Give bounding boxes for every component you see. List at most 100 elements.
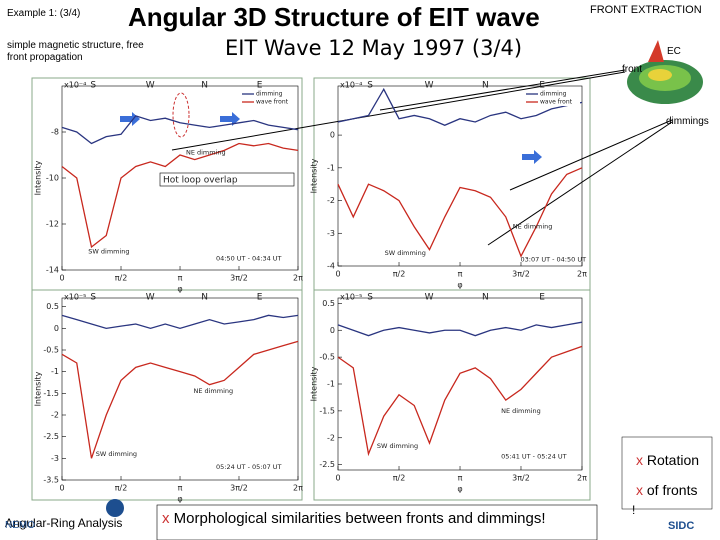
- y-tick-label: -1: [327, 163, 335, 172]
- annotation: NE dimming: [501, 407, 541, 415]
- footer-box: [156, 504, 598, 540]
- y-tick-label: -1: [51, 367, 59, 376]
- side-bullet-text: Rotation: [646, 452, 700, 468]
- plot-frame: [31, 289, 303, 501]
- series-line: [61, 340, 299, 459]
- legend-box: [524, 98, 580, 106]
- scale-label: x10⁻⁴: [340, 81, 362, 90]
- direction-label: S: [90, 81, 96, 91]
- series-line: [337, 321, 583, 337]
- y-tick-label: -2.5: [43, 432, 59, 441]
- x-tick-label: 3π/2: [230, 484, 248, 493]
- direction-label: S: [90, 293, 96, 303]
- direction-label: W: [425, 293, 434, 303]
- x-tick-label: 3π/2: [230, 274, 248, 283]
- x-tick-label: π/2: [115, 274, 128, 283]
- legend-box: [524, 90, 580, 98]
- y-tick-label: -3: [51, 454, 59, 463]
- y-tick-label: -1.5: [43, 389, 59, 398]
- scale-label: x10⁻⁴: [64, 81, 86, 90]
- y-tick-label: -8: [51, 128, 59, 137]
- scale-label: x10⁻⁵: [340, 293, 362, 302]
- legend-box: [240, 98, 296, 106]
- y-tick-label: 0: [330, 326, 335, 335]
- direction-label: W: [425, 81, 434, 91]
- series-line: [61, 115, 299, 145]
- plot-frame: [313, 289, 591, 501]
- direction-label: W: [146, 293, 155, 303]
- x-tick-label: 2π: [293, 484, 303, 493]
- subtitle: simple magnetic structure, free front pr…: [7, 40, 144, 63]
- series-line: [337, 345, 583, 457]
- y-tick-label: -2: [327, 196, 335, 205]
- x-tick-label: π/2: [393, 474, 406, 483]
- y-axis-label: Intensity: [34, 371, 43, 406]
- direction-label: E: [257, 293, 263, 303]
- legend-label: wave front: [540, 99, 573, 106]
- x-axis-label: φ: [457, 485, 462, 494]
- scale-label: x10⁻⁵: [64, 293, 86, 302]
- x-tick-label: 0: [59, 274, 64, 283]
- inset-label: EC: [667, 46, 681, 57]
- direction-label: W: [146, 81, 155, 91]
- y-axis-label: Intensity: [310, 158, 319, 193]
- pointer-arrows: [171, 69, 673, 246]
- x-tick-label: 3π/2: [512, 474, 530, 483]
- inset-title: FRONT EXTRACTION: [590, 4, 702, 16]
- legend-box: [240, 90, 296, 98]
- legend-label: dimming: [540, 91, 567, 98]
- side-bullet-text: of fronts: [646, 482, 698, 498]
- annotation: 05:41 UT - 05:24 UT: [501, 453, 567, 461]
- x-tick-label: 0: [59, 484, 64, 493]
- annotation: 04:50 UT - 04:34 UT: [216, 255, 282, 263]
- annotation: SW dimming: [377, 442, 418, 450]
- y-tick-label: -3.5: [43, 476, 59, 485]
- y-tick-label: -1.5: [319, 406, 335, 415]
- y-tick-label: -2.5: [319, 460, 335, 469]
- direction-label: N: [201, 293, 208, 303]
- direction-label: N: [482, 81, 489, 91]
- x-tick-label: 2π: [293, 274, 303, 283]
- annotation: SW dimming: [88, 248, 129, 256]
- annotation: 03:07 UT - 04:50 UT: [521, 255, 587, 263]
- inset-label: dimmings: [666, 116, 709, 127]
- side-bullet: x of fronts: [636, 482, 698, 498]
- x-tick-label: 0: [335, 270, 340, 279]
- title: Angular 3D Structure of EIT wave: [128, 2, 540, 32]
- x-tick-label: π: [178, 274, 183, 283]
- series-line: [61, 142, 299, 249]
- direction-label: S: [367, 293, 373, 303]
- y-tick-label: -1: [327, 380, 335, 389]
- axes: [337, 297, 583, 471]
- logo-text: NEMO: [5, 520, 35, 531]
- x-axis-label: φ: [177, 495, 182, 504]
- legend-label: dimming: [256, 91, 283, 98]
- legend-label: wave front: [256, 99, 289, 106]
- direction-label: S: [367, 81, 373, 91]
- direction-label: E: [539, 293, 545, 303]
- x-axis-label: φ: [177, 285, 182, 294]
- footer-right: SIDC: [668, 520, 695, 532]
- y-tick-label: 0: [330, 131, 335, 140]
- x-tick-label: 2π: [577, 270, 587, 279]
- y-tick-label: -14: [46, 266, 59, 275]
- x-tick-label: 2π: [577, 474, 587, 483]
- side-box: [621, 436, 713, 510]
- direction-label: E: [539, 81, 545, 91]
- y-axis-label: Intensity: [310, 366, 319, 401]
- x-tick-label: π: [178, 484, 183, 493]
- x-tick-label: π/2: [115, 484, 128, 493]
- side-bullet-text: !: [632, 503, 636, 517]
- x-tick-label: π/2: [393, 270, 406, 279]
- x-tick-label: 3π/2: [512, 270, 530, 279]
- annotation: 05:24 UT - 05:07 UT: [216, 463, 282, 471]
- example: Example 1: (3/4): [7, 8, 81, 19]
- annotation: NE dimming: [513, 223, 553, 231]
- inset-label: front: [622, 64, 643, 75]
- callout-box: [159, 172, 295, 187]
- x-tick-label: π: [458, 270, 463, 279]
- y-axis-label: Intensity: [34, 160, 43, 195]
- highlight-ellipse: [172, 92, 190, 138]
- direction-label: E: [257, 81, 263, 91]
- series-line: [61, 314, 299, 330]
